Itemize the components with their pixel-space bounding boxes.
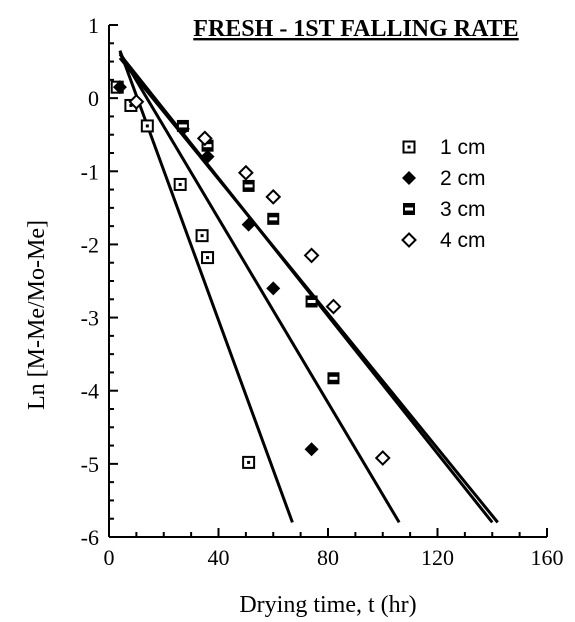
legend-marker-1	[402, 140, 416, 154]
x-axis-title: Drying time, t (hr)	[239, 592, 416, 618]
marker-center	[405, 207, 413, 211]
legend-label-1: 1 cm	[440, 136, 486, 159]
x-tick-label: 120	[421, 545, 454, 570]
legend-label-2: 2 cm	[440, 167, 486, 190]
data-point-series-2	[304, 442, 319, 457]
marker-dot	[206, 256, 210, 260]
axes: 10-1-2-3-4-5-60 40 80 120 160	[81, 13, 564, 570]
marker-diamond	[303, 247, 320, 264]
data-point-series-1	[195, 229, 209, 243]
data-point-series-3	[242, 179, 255, 192]
data-point-series-1	[242, 455, 256, 469]
y-axis-title: Ln [M-Me/Mo-Me]	[24, 220, 50, 410]
marker-diamond	[325, 298, 342, 315]
data-point-series-4	[303, 247, 320, 264]
data-point-series-3	[327, 372, 340, 385]
legend-marker-4	[401, 232, 417, 248]
marker-center	[329, 376, 338, 380]
data-point-series-2	[241, 217, 256, 232]
marker-dot	[129, 103, 133, 107]
legend-label-3: 3 cm	[440, 198, 486, 221]
fit-line-series-2	[118, 52, 401, 524]
y-tick-label: -4	[81, 379, 99, 404]
x-tick-label: 80	[317, 545, 339, 570]
data-point-series-1	[140, 119, 154, 133]
marker-diamond	[128, 93, 145, 110]
marker-dot	[200, 234, 204, 238]
y-tick-label: 0	[88, 86, 99, 111]
marker-center	[269, 217, 278, 221]
marker-diamond	[241, 217, 256, 232]
x-tick-label: 160	[531, 545, 564, 570]
legend-label-4: 4 cm	[440, 229, 486, 252]
y-tick-label: -1	[81, 159, 99, 184]
marker-dot	[247, 460, 251, 464]
marker-dot	[407, 145, 411, 149]
marker-diamond	[374, 450, 391, 466]
data-point-series-1	[173, 177, 187, 191]
data-point-series-1	[201, 251, 215, 265]
data-point-series-2	[112, 80, 127, 95]
chart-title: FRESH - 1ST FALLING RATE	[193, 16, 518, 42]
y-tick-label: -6	[81, 525, 99, 550]
legend: 1 cm 2 cm 3 cm 4 cm	[401, 136, 486, 252]
marker-dot	[178, 182, 182, 186]
data-point-series-3	[305, 295, 318, 308]
legend-marker-3	[403, 203, 415, 215]
marker-dot	[145, 124, 149, 128]
y-tick-label: 1	[88, 13, 99, 38]
marker-diamond	[196, 130, 213, 147]
marker-diamond	[401, 232, 417, 248]
data-point-series-4	[196, 130, 213, 147]
data-point-series-4	[325, 298, 342, 315]
marker-diamond	[402, 171, 416, 185]
marker-diamond	[266, 281, 281, 296]
marker-diamond	[237, 164, 254, 181]
y-tick-label: -2	[81, 232, 99, 257]
marker-center	[203, 144, 212, 148]
x-tick-label: 40	[208, 545, 230, 570]
y-tick-label: -5	[81, 452, 99, 477]
marker-center	[307, 299, 316, 303]
marker-diamond	[112, 80, 127, 95]
data-point-series-2	[266, 281, 281, 296]
data-point-series-3	[267, 212, 280, 225]
data-point-series-4	[374, 450, 391, 466]
data-point-series-4	[265, 188, 282, 205]
data-point-series-4	[237, 164, 254, 181]
marker-diamond	[304, 442, 319, 457]
marker-diamond	[200, 149, 215, 164]
marker-center	[244, 184, 253, 188]
y-tick-label: -3	[81, 306, 99, 331]
data-point-series-3	[176, 119, 189, 132]
data-point-series-2	[200, 149, 215, 164]
marker-diamond	[265, 188, 282, 205]
marker-center	[178, 124, 187, 128]
data-points	[110, 80, 391, 469]
data-point-series-4	[128, 93, 145, 110]
x-tick-label: 0	[104, 545, 115, 570]
legend-marker-2	[402, 171, 416, 185]
